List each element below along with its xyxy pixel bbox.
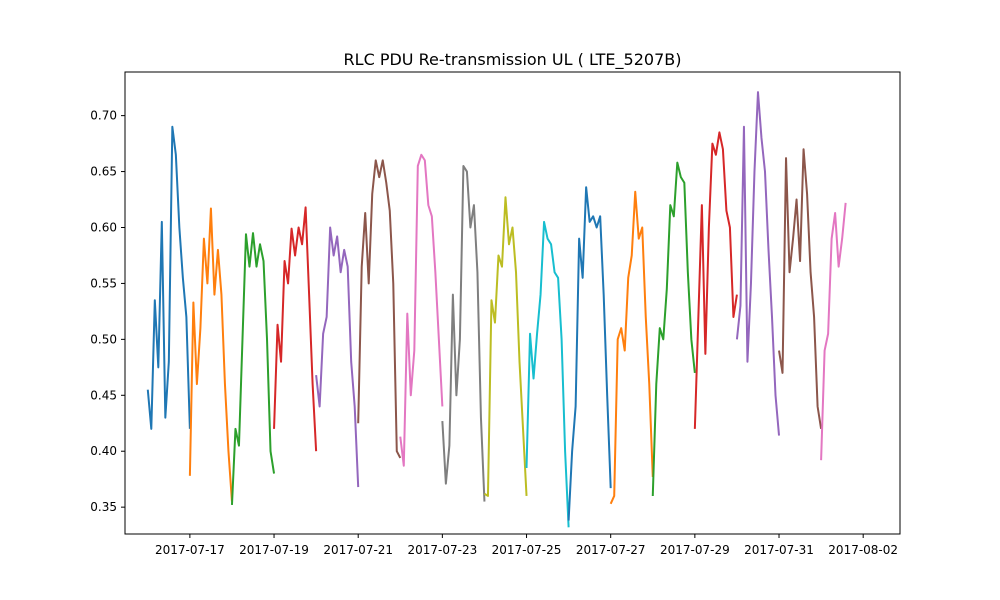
y-tick-label: 0.35 [90, 500, 117, 514]
series-line-3 [230, 232, 276, 505]
series-line-2 [188, 207, 233, 502]
y-tick-label: 0.70 [90, 109, 117, 123]
x-tick-label: 2017-07-21 [323, 543, 393, 557]
plot-frame [124, 71, 901, 535]
x-tick-label: 2017-07-31 [744, 543, 814, 557]
series-line-6 [357, 159, 402, 459]
series-line-11 [567, 186, 612, 521]
series-line-1 [146, 125, 191, 430]
x-tick-label: 2017-07-25 [492, 543, 562, 557]
series-line-16 [778, 148, 823, 430]
series-line-7 [399, 153, 444, 467]
x-tick-label: 2017-07-23 [407, 543, 477, 557]
y-tick-label: 0.65 [90, 165, 117, 179]
series-line-4 [273, 206, 318, 452]
x-tick-label: 2017-07-17 [155, 543, 225, 557]
series-line-17 [820, 202, 847, 461]
chart-title: RLC PDU Re-transmission UL ( LTE_5207B) [344, 50, 682, 70]
series-line-8 [441, 164, 486, 502]
x-tick-label: 2017-07-29 [660, 543, 730, 557]
x-tick-label: 2017-08-02 [828, 543, 898, 557]
series-line-5 [315, 226, 360, 488]
x-tick-label: 2017-07-19 [239, 543, 309, 557]
y-axis: 0.35 0.40 0.45 0.50 0.55 0.60 0.65 0.70 [90, 109, 125, 514]
series-line-9 [483, 196, 528, 497]
series-layer [146, 91, 847, 528]
x-axis: 2017-07-17 2017-07-19 2017-07-21 2017-07-23… [155, 534, 898, 557]
y-tick-label: 0.55 [90, 276, 117, 290]
y-tick-label: 0.60 [90, 220, 117, 234]
series-line-14 [693, 131, 738, 429]
series-line-12 [609, 190, 654, 505]
series-line-15 [735, 91, 781, 436]
series-line-10 [525, 220, 570, 528]
y-tick-label: 0.50 [90, 332, 117, 346]
y-tick-label: 0.40 [90, 444, 117, 458]
y-tick-label: 0.45 [90, 388, 117, 402]
x-tick-label: 2017-07-27 [576, 543, 646, 557]
series-line-13 [651, 161, 696, 497]
